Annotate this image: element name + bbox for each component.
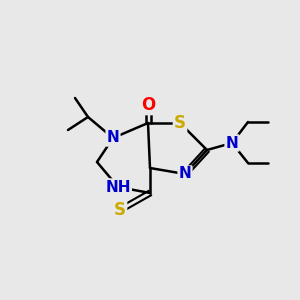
Text: O: O [141,96,155,114]
Text: N: N [226,136,238,151]
Text: N: N [106,130,119,146]
Text: NH: NH [105,179,131,194]
Text: N: N [178,167,191,182]
Text: S: S [174,114,186,132]
Text: S: S [114,201,126,219]
